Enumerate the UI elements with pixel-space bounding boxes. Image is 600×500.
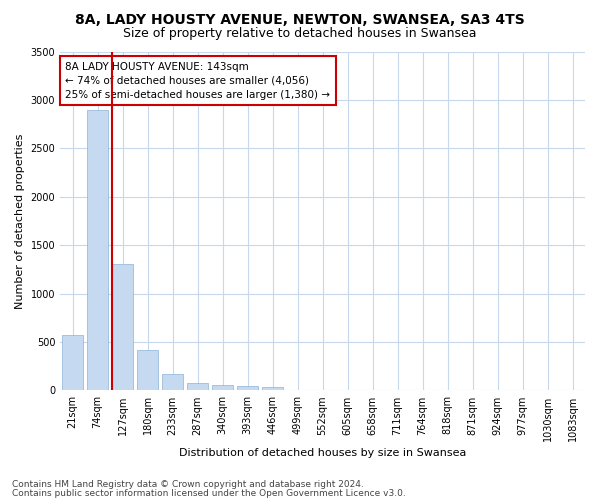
Bar [187, 382, 208, 390]
Bar [237, 386, 258, 390]
Y-axis label: Number of detached properties: Number of detached properties [15, 134, 25, 308]
Bar [162, 374, 183, 390]
Bar [112, 264, 133, 390]
Bar [62, 335, 83, 390]
Text: 8A LADY HOUSTY AVENUE: 143sqm
← 74% of detached houses are smaller (4,056)
25% o: 8A LADY HOUSTY AVENUE: 143sqm ← 74% of d… [65, 62, 331, 100]
Bar [212, 385, 233, 390]
Text: Contains public sector information licensed under the Open Government Licence v3: Contains public sector information licen… [12, 488, 406, 498]
Bar [262, 387, 283, 390]
Text: 8A, LADY HOUSTY AVENUE, NEWTON, SWANSEA, SA3 4TS: 8A, LADY HOUSTY AVENUE, NEWTON, SWANSEA,… [75, 12, 525, 26]
Bar [87, 110, 108, 390]
Bar [137, 350, 158, 391]
Text: Size of property relative to detached houses in Swansea: Size of property relative to detached ho… [123, 28, 477, 40]
Text: Contains HM Land Registry data © Crown copyright and database right 2024.: Contains HM Land Registry data © Crown c… [12, 480, 364, 489]
X-axis label: Distribution of detached houses by size in Swansea: Distribution of detached houses by size … [179, 448, 466, 458]
